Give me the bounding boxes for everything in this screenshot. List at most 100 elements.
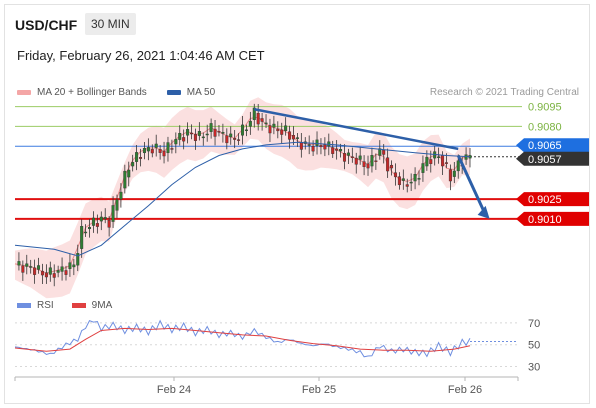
candle-body <box>323 144 327 150</box>
legend-item-9ma: 9MA <box>71 300 113 311</box>
level-tag-0.9010 <box>516 211 589 226</box>
candle-body <box>299 142 303 150</box>
candle-body <box>335 148 339 151</box>
candle-body <box>91 217 95 226</box>
candle-body <box>146 147 150 152</box>
candle-body <box>386 157 390 172</box>
candle-body <box>342 153 346 162</box>
candle-body <box>397 176 401 186</box>
legend-item-ma50: MA 50 <box>166 87 216 98</box>
bollinger-label: MA 20 + Bollinger Bands <box>37 87 147 98</box>
candle-body <box>209 123 213 132</box>
rsi-legend: RSI 9MA <box>17 300 130 311</box>
candle-body <box>288 131 292 140</box>
legend-item-rsi: RSI <box>17 300 54 311</box>
candle-body <box>354 157 358 165</box>
candle-body <box>150 149 154 154</box>
candle-body <box>103 217 107 220</box>
level-tag-0.9025 <box>516 192 589 207</box>
candle-body <box>378 148 382 156</box>
candle-body <box>425 156 429 167</box>
candle-body <box>244 129 248 132</box>
level-label-0.9095: 0.9095 <box>528 102 562 114</box>
candle-body <box>123 170 127 189</box>
level-tag-0.9057 <box>516 151 589 166</box>
candle-body <box>370 155 374 167</box>
level-value-0.9065: 0.9065 <box>528 140 562 152</box>
candle-body <box>29 266 33 268</box>
x-tick-label: Feb 24 <box>157 384 191 396</box>
candle-body <box>362 161 366 167</box>
candle-body <box>131 162 135 167</box>
research-credit: Research © 2021 Trading Central <box>429 87 579 98</box>
candle-body <box>115 199 119 211</box>
candle-body <box>72 264 76 268</box>
level-value-0.9010: 0.9010 <box>528 214 562 226</box>
ma50-swatch <box>166 90 181 95</box>
candle-body <box>174 139 178 145</box>
rsi-ma-swatch <box>71 303 86 308</box>
candle-body <box>17 261 21 266</box>
candle-body <box>452 170 456 177</box>
candle-body <box>190 132 194 135</box>
ma50-line <box>14 141 471 257</box>
candle-body <box>229 133 233 138</box>
candle-body <box>186 129 190 136</box>
candle-body <box>284 125 288 132</box>
projection-arrow <box>456 154 486 214</box>
candle-body <box>390 164 394 169</box>
legend-item-bollinger: MA 20 + Bollinger Bands <box>17 87 147 98</box>
candle-body <box>44 272 48 278</box>
chart-frame: USD/CHF 30 MIN Friday, February 26, 2021… <box>4 4 590 404</box>
timeframe-chip[interactable]: 30 MIN <box>85 13 136 35</box>
level-value-0.9095: 0.9095 <box>528 102 562 114</box>
candle-body <box>237 139 241 141</box>
candle-body <box>162 150 166 157</box>
candle-body <box>119 191 123 200</box>
x-tick-label: Feb 25 <box>302 384 336 396</box>
candle-body <box>64 270 68 275</box>
candle-body <box>272 123 276 128</box>
candle-body <box>315 139 319 146</box>
candle-body <box>268 125 272 134</box>
candle-body <box>401 178 405 181</box>
x-axis: Feb 24 Feb 25 Feb 26 <box>14 376 519 396</box>
candle-body <box>95 223 99 227</box>
candle-body <box>154 143 158 148</box>
candle-body <box>21 265 25 273</box>
rsi-ma-line <box>14 327 471 352</box>
candle-body <box>178 132 182 140</box>
candle-body <box>166 142 170 154</box>
candle-body <box>350 156 354 158</box>
candle-body <box>256 112 260 125</box>
candle-body <box>311 146 315 152</box>
rsi-label: RSI <box>37 300 54 311</box>
candle-body <box>295 137 299 139</box>
candle-body <box>84 231 88 234</box>
candle-body <box>225 135 229 144</box>
candle-body <box>221 131 225 134</box>
rsi-ma-label: 9MA <box>91 300 113 311</box>
candle-body <box>382 149 386 155</box>
level-value-0.9025: 0.9025 <box>528 194 562 206</box>
candle-body <box>291 135 295 140</box>
candle-body <box>456 160 460 172</box>
candle-body <box>276 128 280 132</box>
candle-body <box>339 149 343 152</box>
candle-body <box>248 120 252 127</box>
projection-arrowhead <box>477 205 490 219</box>
candle-body <box>48 267 52 275</box>
candle-body <box>252 107 256 120</box>
candle-body <box>197 131 201 136</box>
bollinger-swatch <box>17 90 31 95</box>
candle-body <box>217 131 221 133</box>
candle-body <box>417 178 421 180</box>
ma50-label: MA 50 <box>186 87 216 98</box>
level-label-0.9057: 0.9057 <box>516 151 589 166</box>
candle-body <box>142 148 146 154</box>
candle-body <box>40 270 44 276</box>
candle-body <box>413 173 417 182</box>
rsi-tick-label: 70 <box>528 318 540 330</box>
candle-body <box>135 152 139 162</box>
